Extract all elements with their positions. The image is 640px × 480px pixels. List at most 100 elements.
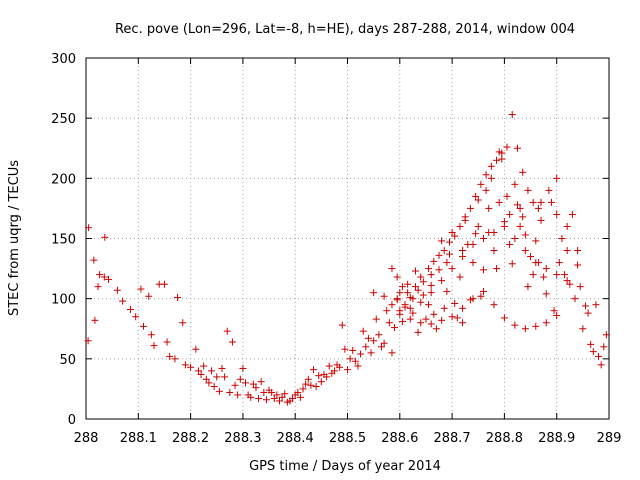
data-point xyxy=(299,385,307,393)
data-point xyxy=(474,222,482,230)
data-point xyxy=(524,186,532,194)
data-point xyxy=(372,315,380,323)
data-point xyxy=(242,379,250,387)
data-point xyxy=(344,366,351,374)
data-point xyxy=(498,155,506,163)
data-point xyxy=(432,325,440,333)
data-point xyxy=(521,231,529,239)
data-point xyxy=(477,180,485,188)
data-point xyxy=(487,162,495,170)
data-point xyxy=(472,230,480,238)
x-tick-label: 288.9 xyxy=(538,431,575,446)
x-tick-label: 288.5 xyxy=(329,431,366,446)
data-point xyxy=(490,301,498,309)
data-point xyxy=(221,373,229,381)
data-point xyxy=(398,318,406,326)
data-point xyxy=(94,283,102,291)
data-point xyxy=(553,271,561,279)
data-point xyxy=(96,271,104,279)
data-point xyxy=(508,260,516,268)
data-point xyxy=(380,292,388,300)
data-point xyxy=(119,297,127,305)
data-point xyxy=(330,367,338,375)
data-point xyxy=(179,319,187,327)
data-point xyxy=(466,204,474,212)
x-tick-label: 288.7 xyxy=(433,431,470,446)
data-point xyxy=(445,250,453,258)
x-tick-label: 288.4 xyxy=(277,431,314,446)
data-point xyxy=(401,301,409,309)
data-point xyxy=(435,266,443,274)
data-point xyxy=(519,168,527,176)
data-point xyxy=(150,342,158,350)
axis-ticks: 288 288.1 288.2 288.3 288.4 288.5 288.6 288.7 28… xyxy=(51,52,621,446)
data-point xyxy=(417,298,425,306)
data-point xyxy=(513,144,521,152)
data-point xyxy=(545,186,553,194)
data-point xyxy=(482,171,490,179)
data-point xyxy=(231,381,239,389)
data-point xyxy=(91,316,99,324)
data-point xyxy=(228,338,236,346)
data-point xyxy=(312,383,320,391)
data-point xyxy=(210,383,218,391)
data-point xyxy=(137,285,145,293)
data-point xyxy=(398,283,406,291)
data-point xyxy=(268,389,276,397)
data-point xyxy=(524,283,532,291)
y-tick-label: 200 xyxy=(51,172,76,187)
data-point xyxy=(276,397,284,405)
y-tick-label: 0 xyxy=(68,413,76,428)
data-point xyxy=(563,277,571,285)
data-point xyxy=(521,325,529,333)
data-point xyxy=(459,247,467,255)
data-point xyxy=(160,280,168,288)
data-point xyxy=(202,375,210,383)
data-point xyxy=(181,361,189,369)
data-point xyxy=(323,373,331,381)
data-point xyxy=(469,241,477,249)
data-point xyxy=(553,312,561,320)
data-point xyxy=(511,180,519,188)
data-point xyxy=(200,362,208,370)
data-point xyxy=(367,349,375,357)
data-point xyxy=(388,265,396,273)
data-point xyxy=(351,357,359,365)
data-point xyxy=(247,393,255,401)
data-point xyxy=(516,222,524,230)
data-point xyxy=(166,352,174,360)
data-point xyxy=(409,309,417,317)
data-point xyxy=(236,375,244,383)
data-point xyxy=(474,196,482,204)
data-point xyxy=(435,251,443,259)
data-point xyxy=(419,278,427,286)
data-point xyxy=(218,364,226,372)
data-point xyxy=(490,247,498,255)
data-point xyxy=(493,156,501,164)
data-point xyxy=(215,387,223,395)
data-point xyxy=(393,273,401,281)
data-point xyxy=(563,247,571,255)
data-point xyxy=(500,222,508,230)
data-point xyxy=(422,315,430,323)
data-point xyxy=(252,384,260,392)
data-point xyxy=(417,273,425,281)
y-tick-label: 150 xyxy=(51,233,76,248)
data-point xyxy=(171,355,179,363)
data-point xyxy=(417,319,425,327)
data-point xyxy=(448,265,456,273)
data-point xyxy=(438,237,446,245)
data-point xyxy=(584,309,592,317)
data-point xyxy=(359,327,367,335)
data-point xyxy=(513,201,521,209)
data-point xyxy=(506,210,514,218)
data-point xyxy=(278,393,286,401)
data-point xyxy=(532,237,540,245)
x-tick-label: 288.8 xyxy=(486,431,523,446)
data-point xyxy=(542,319,550,327)
chart-title: Rec. pove (Lon=296, Lat=-8, h=HE), days … xyxy=(115,22,575,37)
data-point xyxy=(602,331,610,339)
data-point xyxy=(126,305,134,313)
data-point xyxy=(566,280,574,288)
data-point xyxy=(85,224,93,232)
